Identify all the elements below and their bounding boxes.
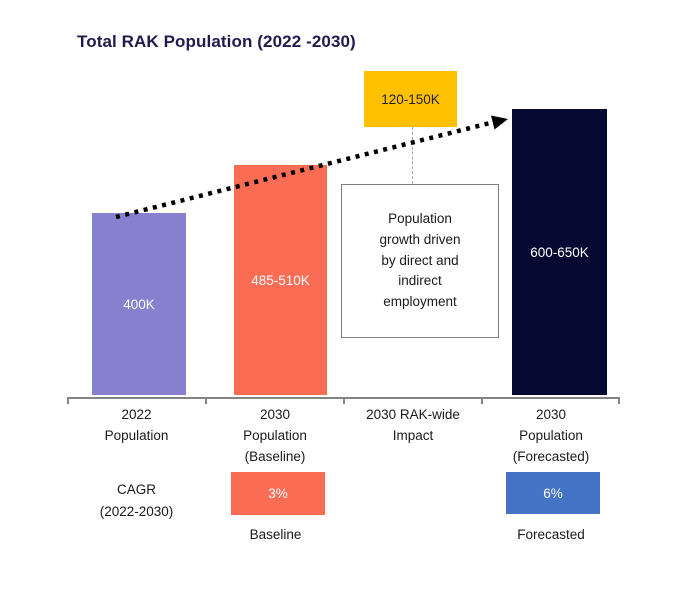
cagr-row-label: CAGR (2022-2030) — [99, 482, 174, 519]
axis-tick — [618, 399, 620, 404]
bar-2030-forecasted: 600-650K — [512, 109, 607, 395]
cagr-forecasted-box: 6% — [506, 472, 600, 514]
cagr-forecasted-caption: Forecasted — [517, 527, 585, 542]
cagr-forecasted-value: 6% — [543, 485, 563, 501]
annotation-box: Population growth driven by direct and i… — [341, 184, 499, 338]
cagr-baseline-value: 3% — [268, 486, 288, 501]
bar-forecast-value-label: 600-650K — [530, 244, 589, 260]
axis-label-2022-population: 2022 Population — [104, 407, 169, 443]
dashed-connector-line — [412, 127, 413, 184]
annotation-text: Population growth driven by direct and i… — [379, 210, 461, 310]
axis-label-2030-baseline: 2030 Population (Baseline) — [243, 407, 307, 464]
impact-increment-box: 120-150K — [364, 71, 457, 127]
axis-tick — [343, 399, 345, 404]
axis-label-2030-forecasted: 2030 Population (Forecasted) — [512, 407, 590, 464]
bar-baseline-value-label: 485-510K — [251, 272, 310, 288]
bar-2022-population: 400K — [92, 213, 186, 395]
chart-title: Total RAK Population (2022 -2030) — [77, 32, 356, 51]
axis-tick — [67, 399, 69, 404]
bar-2030-baseline: 485-510K — [234, 165, 327, 395]
cagr-baseline-box: 3% — [231, 472, 325, 515]
axis-tick — [481, 399, 483, 404]
axis-tick — [205, 399, 207, 404]
impact-value-label: 120-150K — [381, 91, 440, 107]
cagr-baseline-caption: Baseline — [249, 527, 302, 542]
axis-label-rak-wide-impact: 2030 RAK-wide Impact — [366, 407, 460, 443]
x-axis-line — [67, 397, 620, 399]
bar-2022-value-label: 400K — [123, 296, 155, 312]
